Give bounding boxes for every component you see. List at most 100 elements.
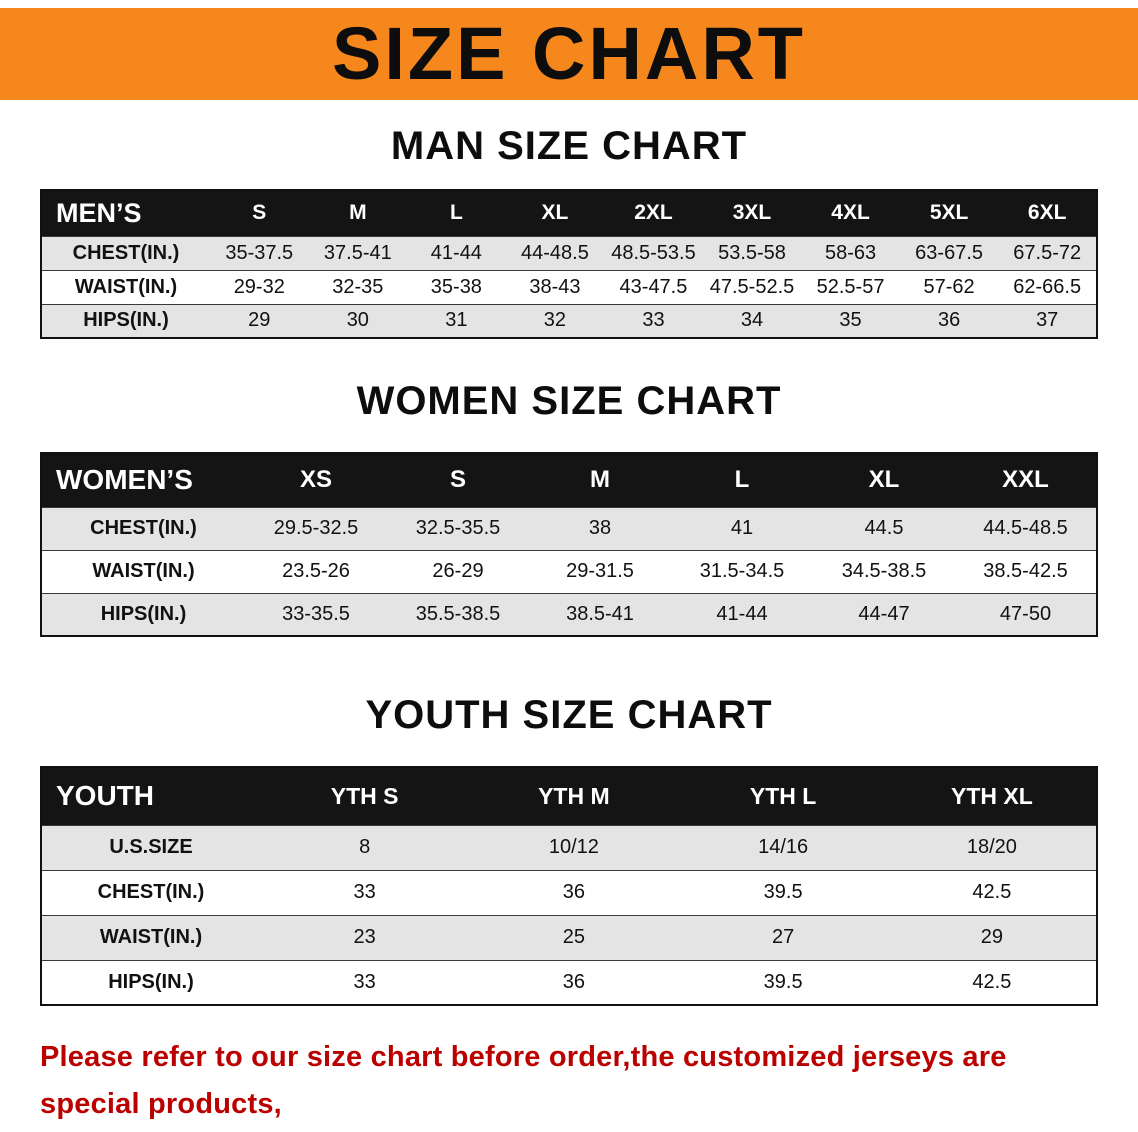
size-value-cell: 67.5-72 (1013, 241, 1082, 264)
row-label: CHEST(IN.) (97, 881, 205, 903)
size-value-cell: 33 (353, 881, 376, 903)
size-value-cell: 35-38 (430, 275, 482, 298)
size-value-cell: 41 (730, 517, 754, 539)
size-value-cell: 41-44 (716, 602, 768, 625)
size-column-header: YTH L (678, 767, 888, 825)
women-section-heading: WOMEN SIZE CHART (356, 379, 782, 423)
size-value-cell: 30 (346, 309, 369, 332)
size-value-cell: 37.5-41 (323, 241, 392, 264)
size-value-cell: 32-35 (332, 275, 384, 298)
size-column-header: L (407, 190, 506, 236)
size-value-cell: 31 (445, 309, 468, 332)
size-column-header: 3XL (702, 190, 802, 236)
size-value-cell: 37 (1036, 309, 1059, 332)
size-value-cell: 44-47 (858, 602, 910, 625)
size-value-cell: 52.5-57 (816, 275, 885, 298)
size-value-cell: 35-37.5 (225, 241, 294, 264)
size-column-header: XXL (955, 453, 1097, 507)
table-title-cell: MEN’S (41, 190, 210, 236)
row-label: WAIST(IN.) (74, 275, 178, 298)
size-value-cell: 36 (562, 881, 585, 903)
row-label: WAIST(IN.) (92, 560, 195, 582)
table-row: HIPS(IN.) 29 30 31 32 33 34 35 36 37 (41, 304, 1097, 338)
size-value-cell: 27 (772, 926, 795, 948)
size-column-header: M (308, 190, 408, 236)
size-value-cell: 29-31.5 (566, 560, 634, 582)
men-section-heading: MAN SIZE CHART (390, 124, 748, 168)
size-value-cell: 57-62 (923, 275, 975, 298)
size-value-cell: 42.5 (972, 970, 1012, 993)
row-label: CHEST(IN.) (90, 517, 197, 539)
size-value-cell: 29-32 (233, 275, 285, 298)
size-value-cell: 34.5-38.5 (841, 560, 927, 582)
size-value-cell: 35 (839, 309, 862, 332)
table-row: WAIST(IN.) 29-32 32-35 35-38 38-43 43-47.5 47.… (41, 270, 1097, 304)
size-value-cell: 63-67.5 (915, 241, 984, 264)
size-value-cell: 41-44 (430, 241, 482, 264)
row-label: WAIST(IN.) (99, 926, 203, 948)
size-value-cell: 33 (353, 970, 376, 993)
women-size-section: WOMEN SIZE CHART WOMEN’S XS S M L XL XXL CHEST(… (0, 379, 1138, 637)
table-row: WAIST(IN.) 23 25 27 29 (41, 915, 1097, 960)
size-table: YOUTH YTH S YTH M YTH L YTH XL U.S.SIZE 8 10/12… (40, 766, 1098, 1006)
table-title-cell: YOUTH (41, 767, 260, 825)
size-column-header: 6XL (998, 190, 1097, 236)
table-row: HIPS(IN.) 33 36 39.5 42.5 (41, 960, 1097, 1005)
size-column-header: 5XL (899, 190, 999, 236)
size-value-cell: 58-63 (824, 241, 877, 264)
size-value-cell: 23.5-26 (282, 560, 350, 582)
size-value-cell: 29 (248, 309, 271, 332)
size-table: WOMEN’S XS S M L XL XXL CHEST(IN.) 29.5-32.5 32.5… (40, 452, 1098, 637)
size-column-header: M (529, 453, 671, 507)
size-value-cell: 39.5 (763, 881, 803, 903)
row-label: CHEST(IN.) (72, 241, 180, 264)
size-value-cell: 33-35.5 (282, 602, 350, 625)
size-value-cell: 43-47.5 (619, 275, 688, 298)
size-value-cell: 44.5 (864, 517, 904, 539)
youth-size-section: YOUTH SIZE CHART YOUTH YTH S YTH M YTH L YTH… (0, 693, 1138, 1006)
page-title: SIZE CHART (332, 12, 806, 95)
banner: SIZE CHART (0, 8, 1138, 100)
table-row: HIPS(IN.) 33-35.5 35.5-38.5 38.5-41 41-44 44-… (41, 593, 1097, 636)
size-value-cell: 29.5-32.5 (273, 517, 359, 539)
size-column-header: S (387, 453, 529, 507)
size-column-header: XS (245, 453, 387, 507)
row-label: HIPS(IN.) (108, 970, 194, 993)
size-value-cell: 47-50 (999, 602, 1052, 625)
youth-section-heading: YOUTH SIZE CHART (365, 693, 773, 737)
size-column-header: S (210, 190, 309, 236)
size-value-cell: 33 (642, 309, 665, 332)
size-value-cell: 38.5-42.5 (983, 560, 1068, 582)
men-size-section: MAN SIZE CHART MEN’S S M L XL 2XL 3XL 4XL 5XL 6XL… (0, 124, 1138, 339)
size-column-header: YTH S (260, 767, 470, 825)
size-value-cell: 31.5-34.5 (699, 560, 785, 582)
table-row: CHEST(IN.) 33 36 39.5 42.5 (41, 870, 1097, 915)
size-value-cell: 39.5 (763, 970, 803, 993)
size-value-cell: 38 (588, 517, 612, 539)
size-value-cell: 53.5-58 (718, 241, 786, 264)
size-column-header: YTH XL (887, 767, 1097, 825)
size-value-cell: 23 (353, 926, 376, 948)
women-size-table-container: WOMEN’S XS S M L XL XXL CHEST(IN.) 29.5-32.5 32.5… (40, 452, 1098, 637)
size-value-cell: 8 (359, 836, 371, 858)
size-value-cell: 18/20 (966, 836, 1017, 858)
youth-size-table-container: YOUTH YTH S YTH M YTH L YTH XL U.S.SIZE 8 10/12… (40, 766, 1098, 1006)
size-value-cell: 10/12 (548, 836, 599, 858)
size-value-cell: 35.5-38.5 (415, 602, 501, 625)
size-column-header: L (671, 453, 813, 507)
size-value-cell: 36 (937, 309, 961, 332)
size-value-cell: 34 (740, 309, 764, 332)
size-value-cell: 48.5-53.5 (611, 241, 696, 264)
size-column-header: XL (505, 190, 605, 236)
row-label: U.S.SIZE (109, 836, 193, 858)
size-value-cell: 32.5-35.5 (415, 517, 501, 539)
size-value-cell: 25 (562, 926, 585, 948)
size-column-header: XL (813, 453, 955, 507)
size-column-header: 4XL (801, 190, 900, 236)
size-value-cell: 42.5 (972, 881, 1012, 903)
table-row: U.S.SIZE 8 10/12 14/16 18/20 (41, 825, 1097, 870)
size-value-cell: 32 (543, 309, 567, 332)
table-row: CHEST(IN.) 29.5-32.5 32.5-35.5 38 41 44.5 44.5… (41, 507, 1097, 550)
table-title-cell: WOMEN’S (41, 453, 245, 507)
